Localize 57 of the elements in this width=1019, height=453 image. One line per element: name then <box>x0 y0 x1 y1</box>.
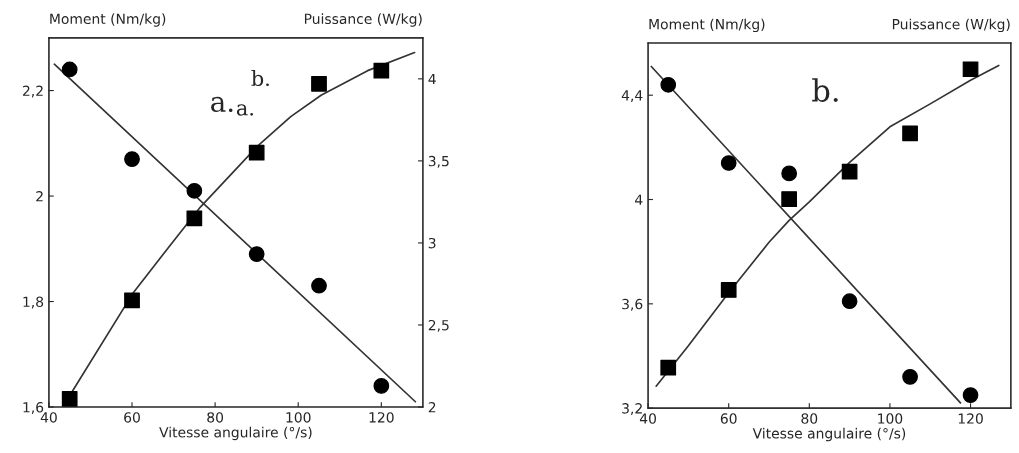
x-tick-label: 120 <box>369 412 394 423</box>
y2-axis-title: Puissance (W/kg) <box>892 18 1010 33</box>
x-tick-label: 80 <box>207 412 224 423</box>
y-tick-label: 4,4 <box>621 90 643 103</box>
point <box>373 62 390 79</box>
annotation: a. <box>211 96 233 113</box>
point <box>781 165 798 182</box>
y-tick-label: 3,6 <box>622 298 643 311</box>
x-tick-label: 60 <box>720 413 737 424</box>
point <box>124 292 140 309</box>
point <box>61 390 78 407</box>
y-tick-label: 2 <box>36 191 43 202</box>
point <box>902 125 918 142</box>
y2-tick-label: 2,5 <box>428 319 449 332</box>
point <box>660 359 677 376</box>
point <box>841 163 858 180</box>
y2-tick-label: 3,5 <box>428 155 449 168</box>
y-tick-label: 1,6 <box>23 401 44 414</box>
point <box>248 144 265 161</box>
point <box>373 378 390 394</box>
y-tick-label: 3,2 <box>622 403 642 416</box>
y-axis-title: Moment (Nm/kg) <box>649 18 765 33</box>
point <box>720 282 737 298</box>
x-tick-label: 40 <box>639 413 656 424</box>
annotation: b. <box>251 69 269 87</box>
y-tick-label: 4 <box>635 194 643 205</box>
point <box>186 182 203 199</box>
point <box>841 293 858 310</box>
x-tick-label: 80 <box>801 413 818 424</box>
point <box>186 210 203 227</box>
point <box>962 61 979 78</box>
point <box>660 76 677 93</box>
x-tick-label: 40 <box>40 412 57 423</box>
point <box>248 246 265 262</box>
x-tick-label: 120 <box>958 413 983 424</box>
y-tick-label: 1,8 <box>23 296 44 309</box>
annotation: b. <box>812 78 838 102</box>
y-axis-title: Moment (Nm/kg) <box>50 13 166 27</box>
point <box>962 387 979 403</box>
x-axis-title: Vitesse angulaire (°/s) <box>159 426 312 441</box>
x-tick-label: 100 <box>878 413 903 424</box>
point <box>311 277 327 294</box>
y2-tick-label: 3 <box>428 237 436 249</box>
point <box>61 61 78 78</box>
x-tick-label: 100 <box>286 412 311 423</box>
y-tick-label: 2,2 <box>22 85 43 98</box>
y2-tick-label: 4 <box>428 74 436 85</box>
point <box>311 75 327 92</box>
point <box>124 151 140 168</box>
x-axis-title: Vitesse angulaire (°/s) <box>752 427 906 442</box>
y2-tick-label: 2 <box>428 401 436 413</box>
annotation: a. <box>236 104 253 116</box>
point <box>781 191 798 207</box>
x-tick-label: 60 <box>124 412 140 423</box>
point <box>720 155 737 171</box>
y2-axis-title: Puissance (W/kg) <box>304 13 422 27</box>
point <box>902 368 918 385</box>
